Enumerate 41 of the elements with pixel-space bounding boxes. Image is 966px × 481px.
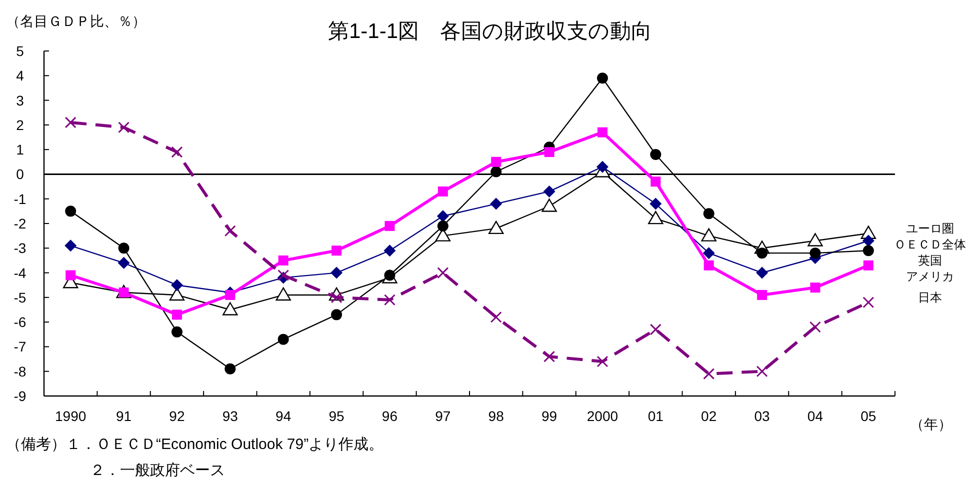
ytick: -9 (14, 388, 26, 404)
ytick: 5 (16, 43, 24, 59)
xtick: 2000 (586, 408, 618, 424)
xtick: 96 (382, 408, 398, 424)
title: 第1-1-1図 各国の財政収支の動向 (328, 20, 652, 43)
ytick: -5 (14, 289, 26, 306)
xtick: 03 (754, 408, 770, 424)
xtick: 91 (116, 408, 132, 424)
xtick: 94 (276, 408, 292, 424)
xtick: 95 (328, 408, 344, 424)
ytick: -6 (14, 314, 26, 330)
annotation: ２．一般政府ベース (90, 462, 225, 479)
ytick: 3 (16, 92, 24, 108)
series-label: 日本 (918, 290, 942, 304)
xtick: 97 (435, 408, 451, 424)
xtick: 01 (648, 408, 664, 424)
xtick: 05 (860, 408, 876, 424)
series-label: アメリカ (906, 269, 954, 284)
series-label: 英国 (918, 253, 942, 268)
ytick: -1 (14, 190, 26, 207)
ytick: 0 (16, 166, 24, 182)
xtick: 92 (169, 408, 185, 424)
xtick: 04 (807, 408, 823, 424)
xlabel: （年） (910, 416, 952, 432)
ytick: -2 (14, 216, 26, 232)
ylabel: （名目ＧＤＰ比、％） (6, 13, 146, 29)
series-label: ユーロ圏 (906, 221, 954, 236)
series-label: ＯＥＣＤ全体 (894, 237, 966, 252)
ytick: -7 (14, 338, 26, 355)
xtick: 93 (222, 408, 238, 424)
xtick: 02 (701, 408, 717, 424)
ytick: 2 (16, 116, 24, 133)
ytick: -8 (14, 363, 26, 380)
ytick: -3 (14, 240, 26, 256)
ytick: 1 (16, 142, 24, 158)
xtick: 99 (542, 408, 558, 424)
annotation: （備考）１．ＯＥＣＤ“Economic Outlook 79”より作成。 (6, 436, 384, 453)
ytick: 4 (16, 68, 24, 84)
ytick: -4 (14, 264, 26, 281)
xtick: 1990 (55, 408, 86, 424)
xtick: 98 (488, 408, 504, 424)
